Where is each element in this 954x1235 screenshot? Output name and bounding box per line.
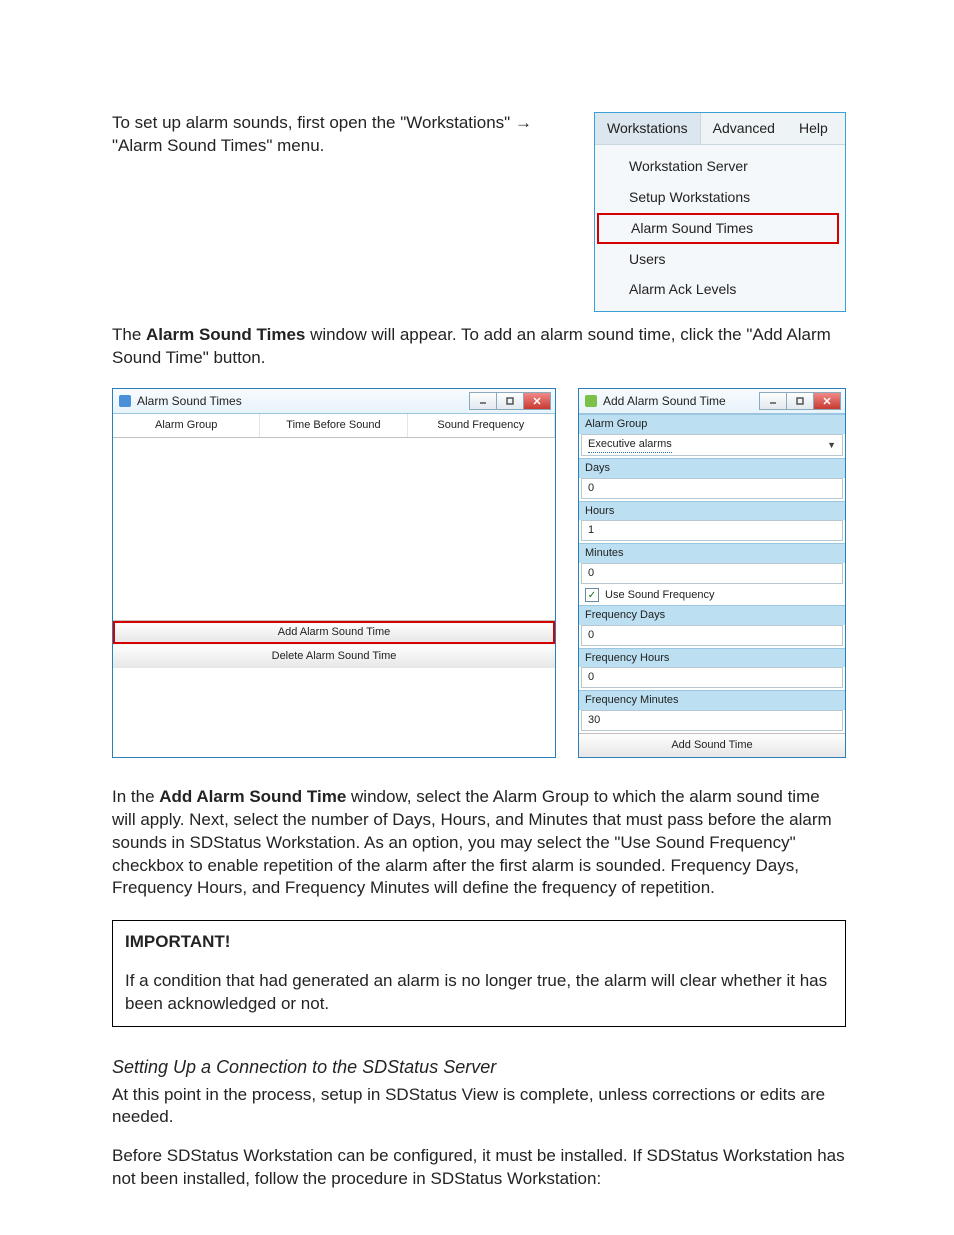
menu-bar: Workstations Advanced Help (595, 113, 845, 145)
mid-paragraph: The Alarm Sound Times window will appear… (112, 324, 846, 370)
menu-item-workstation-server[interactable]: Workstation Server (595, 151, 845, 182)
add-sound-time-button[interactable]: Add Sound Time (579, 733, 845, 757)
maximize-button[interactable] (787, 392, 814, 410)
window-titlebar: Alarm Sound Times (113, 389, 555, 414)
alarm-group-select[interactable]: Executive alarms ▼ (581, 434, 843, 456)
col-time-before-sound: Time Before Sound (260, 414, 407, 437)
close-button[interactable] (524, 392, 551, 410)
menu-screenshot: Workstations Advanced Help Workstation S… (594, 112, 846, 312)
p3-b: Add Alarm Sound Time (159, 787, 346, 806)
menu-item-setup-workstations[interactable]: Setup Workstations (595, 182, 845, 213)
intro-text-a: To set up alarm sounds, first open the "… (112, 113, 515, 132)
add-alarm-sound-time-button[interactable]: Add Alarm Sound Time (113, 621, 555, 644)
delete-alarm-sound-time-button[interactable]: Delete Alarm Sound Time (113, 644, 555, 668)
label-frequency-hours: Frequency Hours (579, 648, 845, 668)
window-titlebar: Add Alarm Sound Time (579, 389, 845, 414)
important-title: IMPORTANT! (125, 931, 833, 954)
p3-a: In the (112, 787, 159, 806)
minimize-button[interactable] (469, 392, 497, 410)
window-title: Add Alarm Sound Time (603, 393, 726, 409)
alarm-group-value: Executive alarms (588, 437, 672, 453)
use-sound-frequency-checkbox[interactable]: ✓ Use Sound Frequency (579, 586, 845, 605)
frequency-days-input[interactable]: 0 (581, 625, 843, 646)
window-icon (585, 395, 597, 407)
hours-value: 1 (588, 523, 594, 538)
label-frequency-days: Frequency Days (579, 605, 845, 625)
mid-text-bold: Alarm Sound Times (146, 325, 305, 344)
intro-text-b: "Alarm Sound Times" menu. (112, 136, 324, 155)
menu-tab-advanced[interactable]: Advanced (701, 113, 787, 144)
grid-header: Alarm Group Time Before Sound Sound Freq… (113, 414, 555, 438)
menu-item-alarm-sound-times[interactable]: Alarm Sound Times (597, 213, 839, 244)
label-frequency-minutes: Frequency Minutes (579, 690, 845, 710)
frequency-minutes-input[interactable]: 30 (581, 710, 843, 731)
menu-item-alarm-ack-levels[interactable]: Alarm Ack Levels (595, 274, 845, 305)
section2-p2: Before SDStatus Workstation can be confi… (112, 1145, 846, 1191)
label-days: Days (579, 458, 845, 478)
minutes-value: 0 (588, 566, 594, 581)
days-input[interactable]: 0 (581, 478, 843, 499)
grid-body (113, 438, 555, 620)
intro-paragraph: To set up alarm sounds, first open the "… (112, 112, 570, 158)
days-value: 0 (588, 481, 594, 496)
label-hours: Hours (579, 501, 845, 521)
menu-items: Workstation Server Setup Workstations Al… (595, 145, 845, 311)
menu-tab-help[interactable]: Help (787, 113, 840, 144)
add-alarm-sound-time-window: Add Alarm Sound Time Alarm Group Executi… (578, 388, 846, 758)
paragraph-3: In the Add Alarm Sound Time window, sele… (112, 786, 846, 901)
close-button[interactable] (814, 392, 841, 410)
window-title: Alarm Sound Times (137, 393, 242, 409)
chevron-down-icon: ▼ (827, 439, 836, 451)
checkbox-label: Use Sound Frequency (605, 588, 714, 603)
important-body: If a condition that had generated an ala… (125, 970, 833, 1016)
menu-item-users[interactable]: Users (595, 244, 845, 275)
label-alarm-group: Alarm Group (579, 414, 845, 434)
menu-tab-workstations[interactable]: Workstations (595, 113, 701, 144)
checkbox-icon: ✓ (585, 588, 599, 602)
maximize-button[interactable] (497, 392, 524, 410)
label-minutes: Minutes (579, 543, 845, 563)
minimize-button[interactable] (759, 392, 787, 410)
important-callout: IMPORTANT! If a condition that had gener… (112, 920, 846, 1027)
frequency-hours-input[interactable]: 0 (581, 667, 843, 688)
alarm-sound-times-window: Alarm Sound Times Alarm Group Time Befor… (112, 388, 556, 758)
section-heading: Setting Up a Connection to the SDStatus … (112, 1055, 846, 1079)
frequency-hours-value: 0 (588, 670, 594, 685)
window-icon (119, 395, 131, 407)
section2-p1: At this point in the process, setup in S… (112, 1084, 846, 1130)
col-sound-frequency: Sound Frequency (408, 414, 555, 437)
frequency-minutes-value: 30 (588, 713, 600, 728)
frequency-days-value: 0 (588, 628, 594, 643)
hours-input[interactable]: 1 (581, 520, 843, 541)
minutes-input[interactable]: 0 (581, 563, 843, 584)
col-alarm-group: Alarm Group (113, 414, 260, 437)
arrow-icon: → (515, 113, 532, 132)
mid-text-a: The (112, 325, 146, 344)
